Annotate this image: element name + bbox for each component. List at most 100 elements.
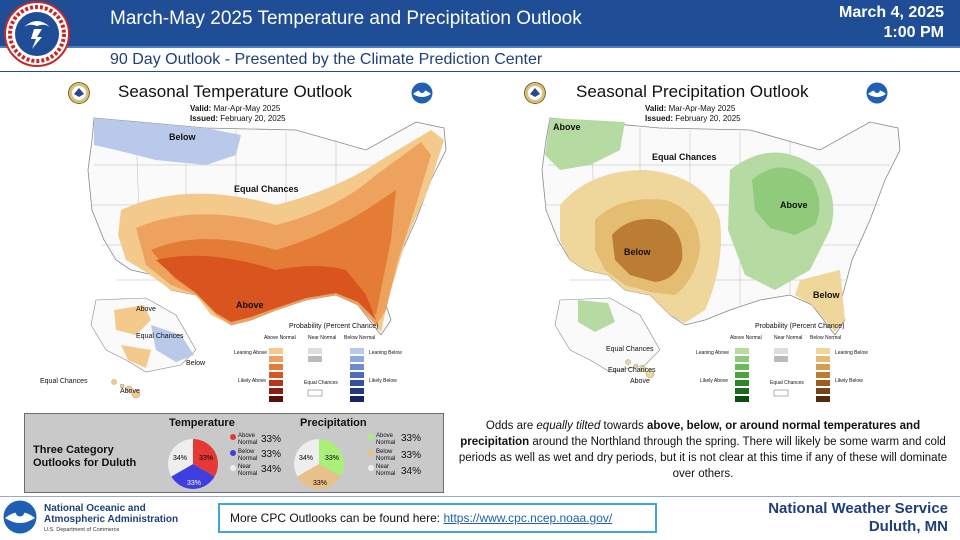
precip-legend-title: Probability (Percent Chance) <box>755 323 845 330</box>
precip-hawaii <box>625 359 655 379</box>
temp-pie-label-below: 33% <box>187 480 201 487</box>
precip-label-equal-hi: Equal Chances <box>608 367 656 374</box>
noaa-name: National Oceanic and Atmospheric Adminis… <box>44 503 179 525</box>
temp-label-equal-hi: Equal Chances <box>40 378 88 385</box>
temp-legend-pct-below: 33% <box>261 449 282 460</box>
precip-legend-ec-swatch <box>773 389 789 397</box>
header-date: March 4, 2025 <box>839 4 944 21</box>
precip-legend-below-swatches <box>816 348 830 402</box>
precip-above-ne-40 <box>752 167 820 235</box>
cpc-link-box: More CPC Outlooks can be found here: htt… <box>218 503 657 533</box>
precip-map-meta: Valid: Mar-Apr-May 2025 Issued: February… <box>645 104 741 124</box>
precip-alaska-above <box>578 300 615 332</box>
temp-alaska-above-south <box>121 345 151 368</box>
precip-legend-label-above: Above Normal <box>376 433 396 446</box>
noaa-seal-icon <box>411 82 433 104</box>
precip-valid-value: Mar-Apr-May 2025 <box>668 104 736 113</box>
precip-label-below-sw: Below <box>624 247 652 257</box>
temp-legend-above-head: Above Normal <box>264 335 296 341</box>
noaa-department: U.S. Department of Commerce <box>44 527 120 533</box>
precip-valid-label: Valid: <box>645 104 667 113</box>
temp-map-title: Seasonal Temperature Outlook <box>118 82 353 101</box>
temp-pie-near <box>168 439 193 477</box>
subtitle: 90 Day Outlook - Presented by the Climat… <box>110 51 543 68</box>
precip-above-nw <box>545 118 625 170</box>
noaa-seal-icon <box>866 82 888 104</box>
temp-legend-title: Probability (Percent Chance) <box>289 323 379 330</box>
temp-legend-dot-near <box>230 465 236 471</box>
header-time: 1:00 PM <box>883 24 944 41</box>
precip-legend-label-below: Below Normal <box>376 449 396 462</box>
cpc-link[interactable]: https://www.cpc.ncep.noaa.gov/ <box>443 511 613 525</box>
precip-legend-near-head: Near Normal <box>774 335 802 341</box>
precip-legend-ec: Equal Chances <box>770 380 804 386</box>
header-bar: March-May 2025 Temperature and Precipita… <box>0 0 960 46</box>
doc-seal-icon <box>524 82 546 104</box>
precip-legend-dot-near <box>368 465 374 471</box>
temp-legend-leaning-below: Leaning Below <box>369 350 402 356</box>
temp-legend-likely-below: Likely Below <box>369 378 397 384</box>
temp-legend-pct-near: 34% <box>261 464 282 475</box>
temp-alaska-above <box>114 305 151 335</box>
three-category-box: Three Category Outlooks for Duluth Tempe… <box>24 413 444 493</box>
temp-legend: Probability (Percent Chance) Above Norma… <box>234 323 402 402</box>
precip-label-below-se: Below <box>813 290 841 300</box>
temp-legend-leaning-above: Leaning Above <box>234 350 267 356</box>
footer-divider <box>0 496 960 497</box>
precip-legend-label-near: Near Normal <box>376 464 396 477</box>
precip-label-equal-chances: Equal Chances <box>652 152 717 162</box>
temp-legend-label-below: Below Normal <box>238 449 258 462</box>
precip-label-above-nw: Above <box>553 122 581 132</box>
temp-legend-ec-swatch <box>307 389 323 397</box>
precip-legend-likely-above: Likely Above <box>700 378 728 384</box>
precip-legend-leaning-above: Leaning Above <box>696 350 729 356</box>
precip-pie-near <box>294 439 319 477</box>
precip-pie-label-below: 33% <box>313 480 327 487</box>
temp-legend-dot-below <box>230 450 236 456</box>
temp-issued-value: February 20, 2025 <box>220 114 286 123</box>
header-divider <box>0 46 960 48</box>
precip-legend-below-head: Below Normal <box>810 335 841 341</box>
temp-legend-near-swatches <box>308 348 322 362</box>
precip-pie-above <box>319 439 344 477</box>
temp-valid-label: Valid: <box>190 104 212 113</box>
precip-map-title: Seasonal Precipitation Outlook <box>576 82 809 101</box>
precipitation-pie-chart: 33% 33% 34% <box>294 439 344 489</box>
noaa-logo-icon <box>3 500 37 534</box>
header-datetime: March 4, 2025 1:00 PM <box>839 3 944 43</box>
temp-issued-label: Issued: <box>190 114 219 123</box>
temp-legend-below-head: Below Normal <box>344 335 375 341</box>
precip-legend-near-swatches <box>774 348 788 362</box>
temp-label-below: Below <box>169 132 197 142</box>
precip-pie-label-near: 34% <box>299 455 313 462</box>
precip-pie-label-above: 33% <box>325 455 339 462</box>
temp-pie-above <box>193 439 218 477</box>
temp-alaska-below <box>151 325 194 362</box>
temp-valid-value: Mar-Apr-May 2025 <box>213 104 281 113</box>
temp-below-region <box>94 118 241 165</box>
precip-below-se <box>795 270 845 332</box>
precipitation-pane-title: Precipitation <box>300 417 367 429</box>
temp-pie-below <box>171 464 215 489</box>
precip-below-50 <box>612 219 683 282</box>
page-title: March-May 2025 Temperature and Precipita… <box>110 8 582 29</box>
precip-label-above-ne: Above <box>780 200 808 210</box>
temp-legend-label-above: Above Normal <box>238 433 258 446</box>
temp-legend-near-head: Near Normal <box>308 335 336 341</box>
temp-legend-likely-above: Likely Above <box>238 378 266 384</box>
temp-hawaii <box>111 379 141 399</box>
precip-legend-dot-below <box>368 450 374 456</box>
temp-pie-label-above: 33% <box>199 455 213 462</box>
precip-legend-pct-above: 33% <box>401 433 422 444</box>
temp-label-above-ak: Above <box>136 306 156 313</box>
precip-legend-pct-near: 34% <box>401 466 422 477</box>
temp-pie-label-near: 34% <box>173 455 187 462</box>
temp-label-below-ak: Below <box>186 360 206 367</box>
temp-label-above: Above <box>236 300 264 310</box>
precip-legend-dot-above <box>368 434 374 440</box>
temperature-pane-title: Temperature <box>169 417 235 429</box>
precip-legend-pct-below: 33% <box>401 450 422 461</box>
temp-legend-dot-above <box>230 434 236 440</box>
nws-logo-icon <box>4 1 70 67</box>
